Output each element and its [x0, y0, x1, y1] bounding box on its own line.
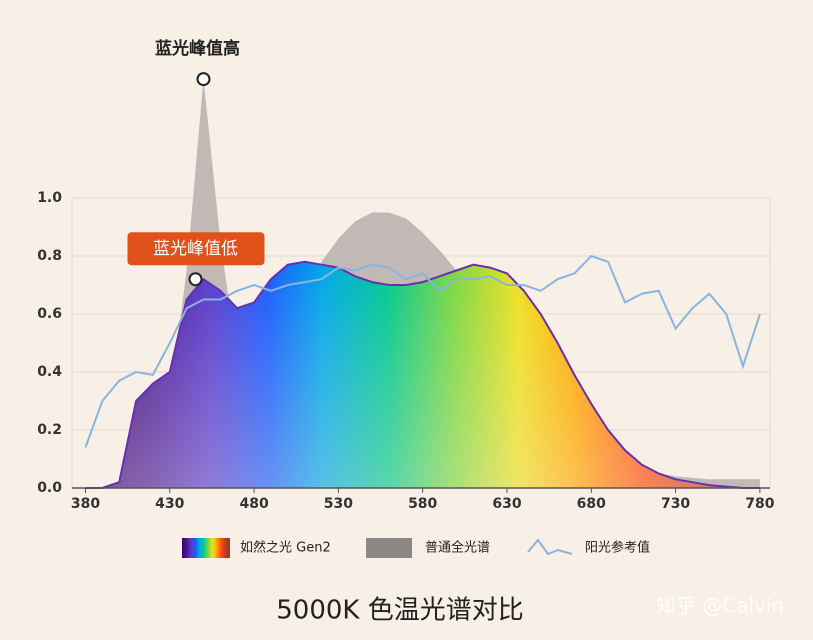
legend-swatch: [366, 538, 412, 558]
legend-label: 如然之光 Gen2: [240, 540, 331, 556]
watermark: 知乎 @Calvin: [656, 594, 784, 618]
y-tick-label: 0.6: [37, 306, 62, 322]
y-tick-label: 0.0: [37, 480, 62, 496]
y-tick-label: 1.0: [37, 190, 62, 206]
y-tick-label: 0.4: [37, 364, 62, 380]
annotation-text: 蓝光峰值高: [155, 38, 240, 59]
line-sunlight: [84, 254, 761, 448]
x-tick-label: 780: [745, 496, 774, 512]
y-tick-label: 0.2: [37, 422, 62, 438]
annotation-text: 蓝光峰值低: [153, 239, 238, 259]
y-tick-label: 0.8: [37, 248, 62, 264]
x-tick-label: 680: [577, 496, 606, 512]
x-tick-label: 480: [239, 496, 268, 512]
legend-swatch: [182, 538, 230, 558]
legend-label: 阳光参考值: [585, 540, 650, 556]
x-tick-label: 380: [71, 496, 100, 512]
area-gen2-fade: [85, 261, 760, 488]
legend-label: 普通全光谱: [425, 540, 490, 556]
chart-title: 5000K 色温光谱对比: [276, 596, 523, 626]
x-tick-label: 630: [492, 496, 521, 512]
annotation-point: [188, 272, 203, 287]
x-tick-label: 430: [155, 496, 184, 512]
legend-line: [527, 538, 573, 556]
x-tick-label: 730: [661, 496, 690, 512]
x-tick-label: 580: [408, 496, 437, 512]
x-tick-label: 530: [324, 496, 353, 512]
line-gen2: [85, 260, 760, 489]
annotation-box: [127, 232, 265, 266]
annotation-point: [196, 72, 211, 87]
